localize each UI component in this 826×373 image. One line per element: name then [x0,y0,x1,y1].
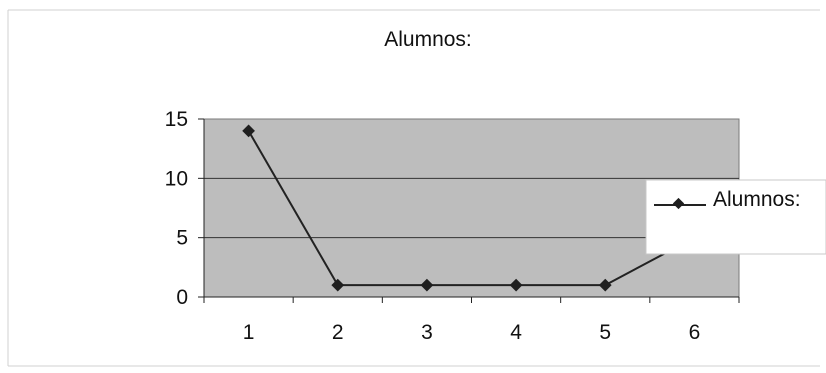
x-tick-label: 2 [332,321,344,344]
x-tick-label: 4 [510,321,522,344]
y-tick-labels: 0 5 10 15 [165,108,204,309]
series-line [247,130,695,287]
x-tick-label: 5 [599,321,611,344]
legend-label: Alumnos: [713,188,801,211]
legend-box [645,179,826,255]
x-tick-label: 6 [689,321,701,344]
data-point [420,278,434,292]
legend-marker [672,197,685,210]
y-tick-label: 5 [176,227,188,250]
data-point [509,278,523,292]
data-point [242,124,255,138]
x-tick-label: 1 [243,321,255,344]
y-tick-label: 15 [165,108,188,131]
x-tick-label: 3 [421,321,433,344]
x-tick-labels: 1 2 3 4 5 6 [203,297,740,344]
chart-title: Alumnos: [384,28,472,51]
series-alumnos [242,124,701,292]
y-tick-label: 10 [165,167,188,190]
data-point [331,278,345,292]
y-tick-label: 0 [176,286,188,309]
legend: Alumnos: [645,179,826,255]
